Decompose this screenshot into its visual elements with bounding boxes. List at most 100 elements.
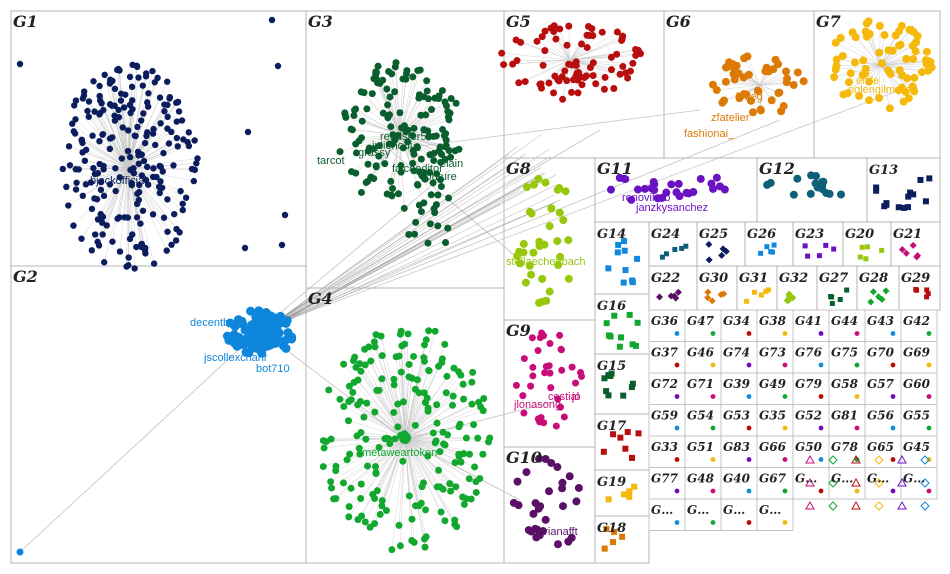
node-g5 — [607, 53, 615, 61]
node-g4 — [432, 437, 440, 445]
edge — [840, 37, 881, 66]
node-g4 — [405, 492, 413, 500]
node-g4 — [422, 533, 430, 541]
node-g4 — [320, 444, 328, 452]
edge — [68, 146, 129, 169]
node-g4 — [447, 487, 455, 495]
node-g3 — [336, 148, 344, 156]
node-g25 — [705, 240, 713, 248]
node-g1 — [164, 101, 171, 109]
edge — [382, 437, 406, 501]
node-g7 — [880, 31, 889, 40]
node-g1 — [130, 170, 138, 177]
node-g3 — [424, 95, 432, 103]
group-label-g26: G26 — [747, 227, 776, 242]
node-g4 — [439, 428, 447, 436]
node-g1 — [106, 181, 114, 188]
node-g4 — [340, 403, 348, 411]
node-g1 — [149, 211, 157, 218]
node-g3 — [370, 175, 378, 183]
node-g12 — [766, 178, 775, 187]
node-g4 — [425, 327, 433, 335]
edge — [404, 437, 424, 484]
node-g4 — [381, 435, 389, 443]
node-g4 — [343, 456, 351, 464]
node — [920, 501, 930, 511]
node-g1 — [177, 187, 184, 195]
node — [746, 488, 752, 494]
node-g6 — [718, 98, 727, 107]
node-g4 — [424, 452, 432, 460]
node-g3 — [435, 95, 443, 103]
node-g4 — [399, 457, 407, 465]
node-label-g3: grassy — [358, 147, 391, 159]
node-g4 — [354, 401, 362, 409]
group-label-g14: G14 — [597, 227, 626, 242]
node-g4 — [446, 480, 454, 488]
edge — [847, 64, 881, 94]
node-g5 — [613, 50, 621, 58]
node-g2 — [241, 347, 251, 357]
edge — [404, 437, 456, 463]
node-g12 — [817, 178, 826, 187]
node — [782, 425, 788, 431]
node-g4 — [451, 459, 459, 467]
node-g8 — [525, 261, 534, 270]
edge — [259, 119, 781, 331]
node-g1 — [88, 247, 96, 254]
node-g5 — [563, 41, 571, 49]
node-g7 — [905, 25, 914, 34]
node-g1 — [175, 108, 183, 115]
node-g4 — [460, 395, 468, 403]
node-g5 — [498, 49, 506, 57]
node-g32 — [785, 296, 793, 304]
edge — [404, 434, 448, 439]
node-g8 — [538, 274, 547, 283]
node-g7 — [865, 96, 874, 105]
node-g5 — [616, 70, 624, 78]
edge — [109, 79, 129, 169]
node-g3 — [394, 190, 402, 198]
node-g31 — [765, 287, 771, 293]
node-g5 — [536, 80, 544, 88]
node-g10 — [545, 487, 554, 496]
node — [926, 362, 932, 368]
node-g24 — [679, 245, 685, 251]
node-g5 — [541, 47, 549, 55]
node-g3 — [397, 168, 405, 176]
node-g31 — [744, 298, 750, 304]
node-g7 — [846, 69, 855, 78]
node-g11 — [650, 186, 659, 195]
node-g4 — [467, 495, 475, 503]
edge — [836, 64, 881, 66]
node-g1 — [142, 73, 150, 80]
node-g3 — [364, 160, 372, 168]
edge — [399, 134, 419, 186]
node-g4 — [395, 352, 403, 360]
node — [674, 331, 680, 336]
node-g4 — [475, 398, 483, 406]
node-g17 — [622, 445, 629, 452]
node-g1 — [156, 94, 164, 101]
node-g4 — [465, 475, 473, 483]
node — [782, 362, 788, 368]
node-g16 — [616, 343, 623, 350]
node-g8 — [564, 236, 573, 245]
node-g10 — [535, 454, 544, 463]
edge — [399, 134, 440, 152]
node-g3 — [411, 230, 419, 238]
node-g9 — [519, 392, 527, 400]
node-g4 — [356, 450, 364, 458]
group-label-g15: G15 — [597, 359, 626, 374]
node-g4 — [373, 487, 381, 495]
node-g3 — [348, 126, 356, 134]
node-g6 — [721, 63, 730, 72]
node-g4 — [399, 432, 411, 444]
edge — [544, 30, 571, 61]
node-g3 — [410, 124, 418, 132]
node-g10 — [524, 526, 533, 535]
node-g20 — [859, 244, 865, 250]
node-g5 — [618, 34, 626, 42]
node — [674, 520, 680, 525]
edge — [879, 64, 932, 68]
